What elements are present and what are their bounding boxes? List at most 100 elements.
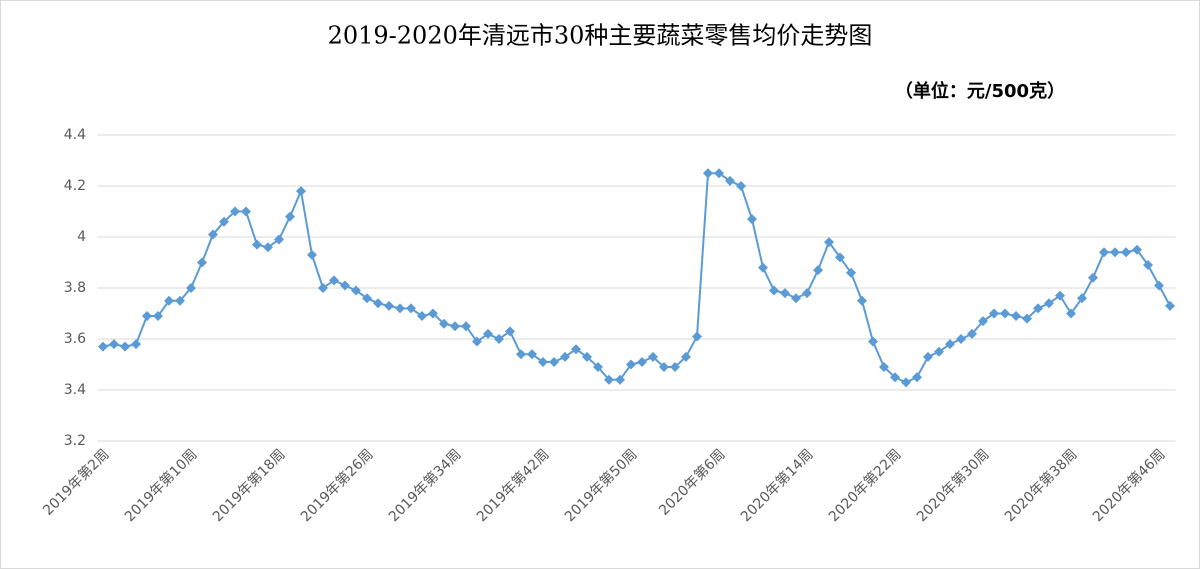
marker (692, 331, 702, 342)
marker (637, 356, 647, 367)
marker (978, 316, 988, 327)
marker (879, 362, 889, 373)
marker (461, 321, 471, 332)
marker (505, 326, 515, 337)
marker (626, 359, 636, 370)
marker (703, 168, 713, 179)
marker (912, 372, 922, 383)
y-tick-label: 4.2 (64, 178, 86, 194)
marker (549, 356, 559, 367)
marker (164, 295, 174, 306)
y-tick-label: 3.2 (64, 433, 86, 449)
marker (109, 339, 119, 350)
marker (989, 308, 999, 319)
marker (615, 374, 625, 385)
marker (274, 234, 284, 245)
marker (395, 303, 405, 314)
marker (648, 351, 658, 362)
y-tick-label: 4.4 (64, 127, 86, 143)
marker (384, 300, 394, 311)
marker (670, 362, 680, 373)
marker (307, 249, 317, 260)
marker (769, 285, 779, 296)
marker (813, 265, 823, 276)
marker (197, 257, 207, 268)
marker (1000, 308, 1010, 319)
marker (252, 239, 262, 250)
marker (1044, 298, 1054, 309)
marker (857, 295, 867, 306)
marker (131, 339, 141, 350)
marker (230, 206, 240, 217)
marker (1154, 280, 1164, 291)
marker (758, 262, 768, 273)
marker (1121, 247, 1131, 258)
marker (362, 293, 372, 304)
marker (373, 298, 383, 309)
marker (956, 334, 966, 344)
marker (153, 311, 163, 322)
marker (175, 295, 185, 306)
marker (780, 288, 790, 299)
marker (1088, 272, 1098, 283)
marker (1165, 300, 1175, 311)
unit-label: （单位：元/500克） (895, 80, 1065, 102)
marker (945, 339, 955, 350)
y-tick-label: 3.8 (64, 280, 86, 296)
marker (406, 303, 416, 314)
marker (241, 206, 251, 217)
marker (923, 351, 933, 362)
marker (318, 283, 328, 293)
marker (351, 285, 361, 296)
marker (472, 336, 482, 347)
marker (967, 328, 977, 339)
marker (1011, 311, 1021, 322)
marker (1143, 260, 1153, 271)
marker (725, 175, 735, 186)
y-tick-label: 4 (77, 229, 86, 245)
marker (98, 341, 108, 352)
marker (285, 211, 295, 222)
marker (560, 351, 570, 362)
marker (186, 283, 196, 293)
marker (736, 181, 746, 191)
marker (890, 372, 900, 383)
marker (582, 351, 592, 362)
marker (527, 349, 537, 360)
marker (450, 321, 460, 332)
marker (1055, 290, 1065, 301)
marker (1132, 244, 1142, 255)
marker (263, 242, 273, 253)
marker (340, 280, 350, 291)
marker (802, 288, 812, 299)
marker (428, 308, 438, 319)
marker (1022, 313, 1032, 324)
marker (791, 293, 801, 304)
marker (1033, 303, 1043, 314)
marker (417, 311, 427, 322)
marker (835, 252, 845, 263)
marker (329, 275, 339, 286)
marker (1066, 308, 1076, 319)
marker (538, 356, 548, 367)
marker (1110, 247, 1120, 258)
y-tick-label: 3.4 (64, 382, 86, 398)
marker (934, 346, 944, 357)
marker (824, 237, 834, 248)
marker (483, 328, 493, 339)
marker (681, 351, 691, 362)
marker (659, 362, 669, 373)
chart-title: 2019-2020年清远市30种主要蔬菜零售均价走势图 (328, 22, 873, 50)
marker (604, 374, 614, 385)
marker (846, 267, 856, 278)
marker (120, 341, 130, 352)
marker (714, 168, 724, 179)
marker (593, 362, 603, 373)
marker (439, 318, 449, 329)
marker (747, 214, 757, 225)
marker (901, 377, 911, 388)
marker (868, 336, 878, 347)
marker (208, 229, 218, 240)
